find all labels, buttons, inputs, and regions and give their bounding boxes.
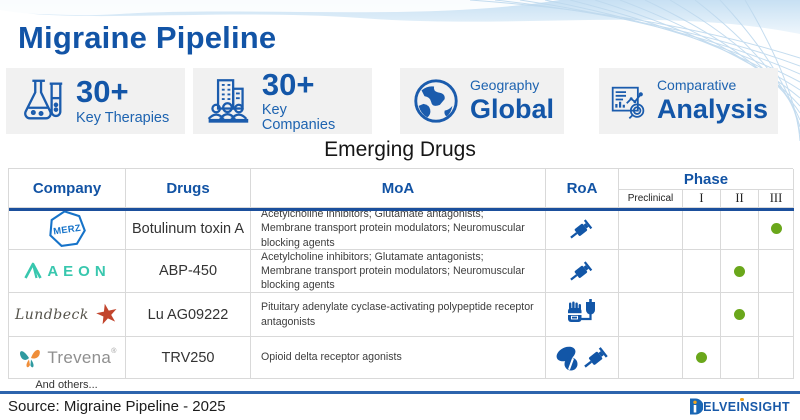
roa-cell bbox=[546, 208, 619, 250]
stat-box-geography: Geography Global bbox=[400, 68, 564, 134]
phase-subheader-3: III bbox=[759, 190, 794, 208]
trevena-logo-text: Trevena® bbox=[47, 347, 117, 367]
phase-cell-3 bbox=[759, 337, 794, 379]
emerging-drugs-table: Company Drugs MoA RoA Phase Preclinical … bbox=[8, 168, 794, 379]
phase-cell-preclinical bbox=[619, 250, 683, 293]
phase-cell-1 bbox=[683, 208, 721, 250]
roa-cell bbox=[546, 250, 619, 293]
moa-text: Acetylcholine inhibitors; Glutamate anta… bbox=[251, 250, 546, 293]
stat-box-key-therapies: 30+ Key Therapies bbox=[6, 68, 185, 134]
delveinsight-logo-text: ELVEINSIGHT bbox=[703, 397, 790, 414]
delveinsight-logo: ELVEINSIGHT bbox=[688, 397, 790, 416]
phase-cell-preclinical bbox=[619, 337, 683, 379]
pills-and-syringe-icon bbox=[556, 346, 608, 370]
phase-cell-2 bbox=[721, 337, 759, 379]
company-logo-lundbeck: Lundbeck ★ bbox=[9, 293, 126, 337]
phase-subheader-1: I bbox=[683, 190, 721, 208]
globe-icon bbox=[414, 79, 458, 123]
section-title: Emerging Drugs bbox=[324, 138, 476, 161]
roa-cell bbox=[546, 337, 619, 379]
company-logo-aeon: AEON bbox=[9, 250, 126, 293]
drug-name: Botulinum toxin A bbox=[126, 208, 251, 250]
moa-text: Pituitary adenylate cyclase-activating p… bbox=[251, 293, 546, 337]
phase-cell-2 bbox=[721, 250, 759, 293]
phase-cell-preclinical bbox=[619, 208, 683, 250]
col-header-moa: MoA bbox=[251, 169, 546, 208]
col-header-drugs: Drugs bbox=[126, 169, 251, 208]
stat-box-comparative-analysis: Comparative Analysis bbox=[599, 68, 778, 134]
aeon-logo-icon bbox=[24, 262, 42, 279]
roa-cell bbox=[546, 293, 619, 337]
stat-label: Key Therapies bbox=[76, 109, 170, 126]
syringe-icon bbox=[570, 218, 593, 239]
bottom-divider bbox=[0, 391, 800, 394]
header-underline bbox=[9, 208, 794, 211]
buildings-people-icon bbox=[207, 79, 249, 123]
phase-cell-2 bbox=[721, 208, 759, 250]
phase-cell-1 bbox=[683, 293, 721, 337]
drug-name: ABP-450 bbox=[126, 250, 251, 293]
stat-value: 30+ bbox=[76, 74, 129, 110]
phase-cell-3 bbox=[759, 250, 794, 293]
phase-cell-preclinical bbox=[619, 293, 683, 337]
flask-icon bbox=[24, 79, 63, 120]
phase-subheader-preclinical: Preclinical bbox=[619, 190, 683, 208]
syringe-icon bbox=[570, 261, 593, 281]
phase-cell-2 bbox=[721, 293, 759, 337]
brand-i-dot bbox=[740, 397, 744, 401]
company-logo-trevena: Trevena® bbox=[9, 337, 126, 379]
stat-label: Comparative bbox=[656, 77, 737, 94]
stat-label: Key Companies bbox=[261, 102, 336, 134]
trevena-butterfly-icon bbox=[20, 349, 41, 367]
drug-name: TRV250 bbox=[126, 337, 251, 379]
stat-value: Global bbox=[469, 94, 554, 125]
phase-cell-1 bbox=[683, 250, 721, 293]
col-header-phase: Phase bbox=[619, 169, 794, 190]
aeon-logo-text: AEON bbox=[47, 262, 111, 280]
svg-text:MERZ: MERZ bbox=[52, 221, 81, 236]
and-others-note: And others... bbox=[35, 379, 98, 391]
stat-value: Analysis bbox=[656, 94, 768, 125]
merz-logo-icon: MERZ bbox=[49, 209, 86, 247]
source-text: Source: Migraine Pipeline - 2025 bbox=[8, 398, 226, 415]
lundbeck-starfish-icon: ★ bbox=[91, 296, 122, 332]
col-header-company: Company bbox=[9, 169, 126, 208]
lundbeck-logo-text: Lundbeck bbox=[14, 306, 89, 323]
moa-text: Opioid delta receptor agonists bbox=[251, 337, 546, 379]
delveinsight-d-icon bbox=[690, 398, 704, 415]
stat-value: 30+ bbox=[261, 66, 315, 102]
moa-text: Acetylcholine inhibitors; Glutamate anta… bbox=[251, 208, 546, 250]
phase-cell-3 bbox=[759, 293, 794, 337]
company-logo-merz: MERZ bbox=[9, 208, 126, 250]
phase-cell-1 bbox=[683, 337, 721, 379]
chart-magnifier-icon bbox=[611, 86, 645, 120]
col-header-roa: RoA bbox=[546, 169, 619, 208]
stat-label: Geography bbox=[469, 77, 540, 94]
phase-subheader-2: II bbox=[721, 190, 759, 208]
phase-cell-3 bbox=[759, 208, 794, 250]
page-title: Migraine Pipeline bbox=[18, 20, 277, 55]
stat-box-key-companies: 30+ Key Companies bbox=[193, 68, 372, 134]
drug-name: Lu AG09222 bbox=[126, 293, 251, 337]
iv-infusion-icon bbox=[568, 298, 595, 322]
registered-mark: ® bbox=[111, 347, 117, 355]
